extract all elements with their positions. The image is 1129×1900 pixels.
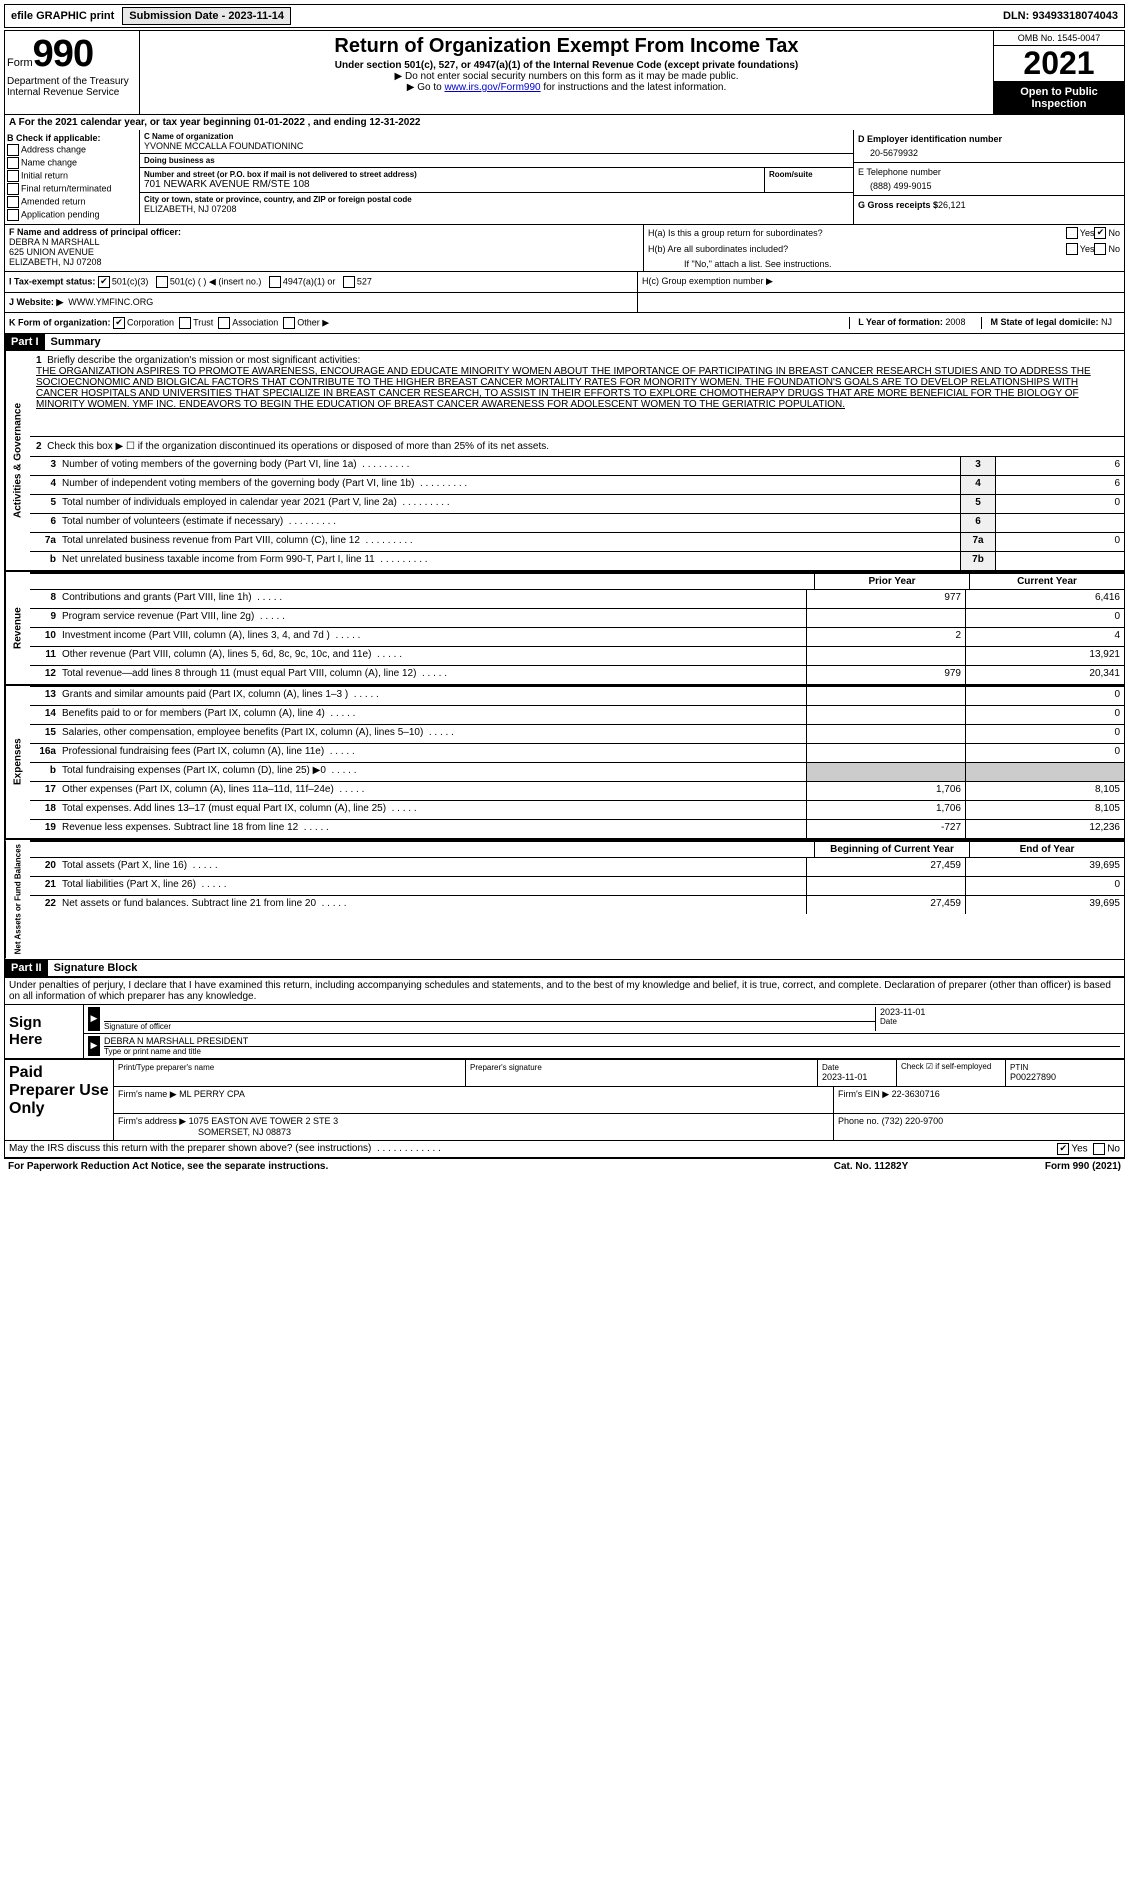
form-990: Form 990 Department of the Treasury Inte…: [4, 30, 1125, 1158]
summary-line: 15Salaries, other compensation, employee…: [30, 724, 1124, 743]
form-warn1: ▶ Do not enter social security numbers o…: [144, 71, 989, 82]
part1-header: Part I Summary: [5, 333, 1124, 351]
summary-line: 12Total revenue—add lines 8 through 11 (…: [30, 665, 1124, 684]
status-row: I Tax-exempt status: 501(c)(3) 501(c) ( …: [5, 272, 1124, 293]
org-street: 701 NEWARK AVENUE RM/STE 108: [144, 179, 760, 190]
mission-text: THE ORGANIZATION ASPIRES TO PROMOTE AWAR…: [36, 366, 1091, 410]
gross-receipts: 26,121: [938, 200, 966, 210]
topbar: efile GRAPHIC print Submission Date - 20…: [4, 4, 1125, 28]
discuss-row: May the IRS discuss this return with the…: [5, 1140, 1124, 1157]
form-subtitle: Under section 501(c), 527, or 4947(a)(1)…: [144, 60, 989, 71]
summary-line: 11Other revenue (Part VIII, column (A), …: [30, 646, 1124, 665]
summary-line: 4Number of independent voting members of…: [30, 475, 1124, 494]
box-b: B Check if applicable: Address change Na…: [5, 130, 140, 224]
part2-header: Part II Signature Block: [5, 959, 1124, 977]
korg-row: K Form of organization: Corporation Trus…: [5, 313, 1124, 333]
summary-line: 13Grants and similar amounts paid (Part …: [30, 686, 1124, 705]
summary-line: 7aTotal unrelated business revenue from …: [30, 532, 1124, 551]
efile-label: efile GRAPHIC print: [5, 8, 120, 24]
summary-line: bTotal fundraising expenses (Part IX, co…: [30, 762, 1124, 781]
box-c: C Name of organization YVONNE MCCALLA FO…: [140, 130, 853, 224]
form-title: Return of Organization Exempt From Incom…: [144, 35, 989, 58]
summary-line: 17Other expenses (Part IX, column (A), l…: [30, 781, 1124, 800]
sign-here: Sign Here ▶ Signature of officer 2023-11…: [5, 1004, 1124, 1058]
expenses-section: Expenses 13Grants and similar amounts pa…: [5, 684, 1124, 838]
form-header: Form 990 Department of the Treasury Inte…: [5, 31, 1124, 115]
box-d: D Employer identification number 20-5679…: [853, 130, 1124, 224]
box-h: H(a) Is this a group return for subordin…: [644, 225, 1124, 271]
summary-line: 5Total number of individuals employed in…: [30, 494, 1124, 513]
irs-label: Internal Revenue Service: [7, 87, 137, 98]
summary-line: 21Total liabilities (Part X, line 26) . …: [30, 876, 1124, 895]
summary-line: 10Investment income (Part VIII, column (…: [30, 627, 1124, 646]
summary-line: 9Program service revenue (Part VIII, lin…: [30, 608, 1124, 627]
summary-line: bNet unrelated business taxable income f…: [30, 551, 1124, 570]
summary-line: 22Net assets or fund balances. Subtract …: [30, 895, 1124, 914]
dln-label: DLN: 93493318074043: [997, 8, 1124, 24]
footer: For Paperwork Reduction Act Notice, see …: [4, 1158, 1125, 1174]
penalty-text: Under penalties of perjury, I declare th…: [5, 977, 1124, 1004]
period-row: A For the 2021 calendar year, or tax yea…: [5, 115, 1124, 130]
summary-line: 19Revenue less expenses. Subtract line 1…: [30, 819, 1124, 838]
summary-line: 6Total number of volunteers (estimate if…: [30, 513, 1124, 532]
summary-line: 20Total assets (Part X, line 16) . . . .…: [30, 857, 1124, 876]
phone: (888) 499-9015: [858, 177, 1120, 191]
tax-year: 2021: [994, 46, 1124, 82]
org-city: ELIZABETH, NJ 07208: [144, 204, 849, 214]
summary-line: 14Benefits paid to or for members (Part …: [30, 705, 1124, 724]
summary-line: 16aProfessional fundraising fees (Part I…: [30, 743, 1124, 762]
summary-line: 8Contributions and grants (Part VIII, li…: [30, 589, 1124, 608]
activities-governance: Activities & Governance 1 Briefly descri…: [5, 351, 1124, 570]
form-warn2: ▶ Go to www.irs.gov/Form990 for instruct…: [144, 82, 989, 93]
paid-preparer: Paid Preparer Use Only Print/Type prepar…: [5, 1058, 1124, 1140]
website-row: J Website: ▶ WWW.YMFINC.ORG: [5, 293, 1124, 313]
dept-label: Department of the Treasury: [7, 76, 137, 87]
summary-line: 18Total expenses. Add lines 13–17 (must …: [30, 800, 1124, 819]
org-name: YVONNE MCCALLA FOUNDATIONINC: [144, 141, 849, 151]
irs-link[interactable]: www.irs.gov/Form990: [444, 82, 540, 93]
summary-line: 3Number of voting members of the governi…: [30, 456, 1124, 475]
form-prefix: Form: [7, 57, 33, 69]
form-number: 990: [33, 33, 93, 76]
website: WWW.YMFINC.ORG: [68, 297, 153, 307]
revenue-section: Revenue Prior Year Current Year 8Contrib…: [5, 570, 1124, 684]
net-assets-section: Net Assets or Fund Balances Beginning of…: [5, 838, 1124, 958]
ein: 20-5679932: [858, 144, 1120, 158]
inspection-label: Open to Public Inspection: [994, 82, 1124, 114]
box-f: F Name and address of principal officer:…: [5, 225, 643, 269]
omb-number: OMB No. 1545-0047: [994, 31, 1124, 46]
submission-date-button[interactable]: Submission Date - 2023-11-14: [122, 7, 291, 25]
